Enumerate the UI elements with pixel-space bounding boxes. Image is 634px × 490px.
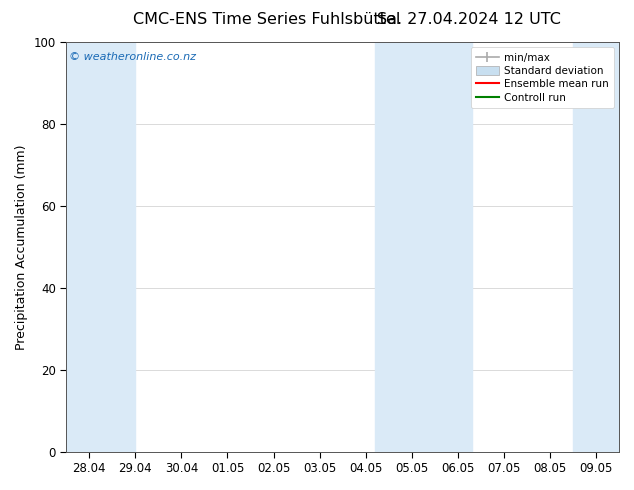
Text: CMC-ENS Time Series Fuhlsbüttel: CMC-ENS Time Series Fuhlsbüttel xyxy=(133,12,400,27)
Bar xyxy=(573,42,634,452)
Legend: min/max, Standard deviation, Ensemble mean run, Controll run: min/max, Standard deviation, Ensemble me… xyxy=(470,47,614,108)
Bar xyxy=(375,42,472,452)
Y-axis label: Precipitation Accumulation (mm): Precipitation Accumulation (mm) xyxy=(15,144,28,349)
Bar xyxy=(66,42,135,452)
Text: © weatheronline.co.nz: © weatheronline.co.nz xyxy=(69,52,196,62)
Text: Sa. 27.04.2024 12 UTC: Sa. 27.04.2024 12 UTC xyxy=(377,12,561,27)
